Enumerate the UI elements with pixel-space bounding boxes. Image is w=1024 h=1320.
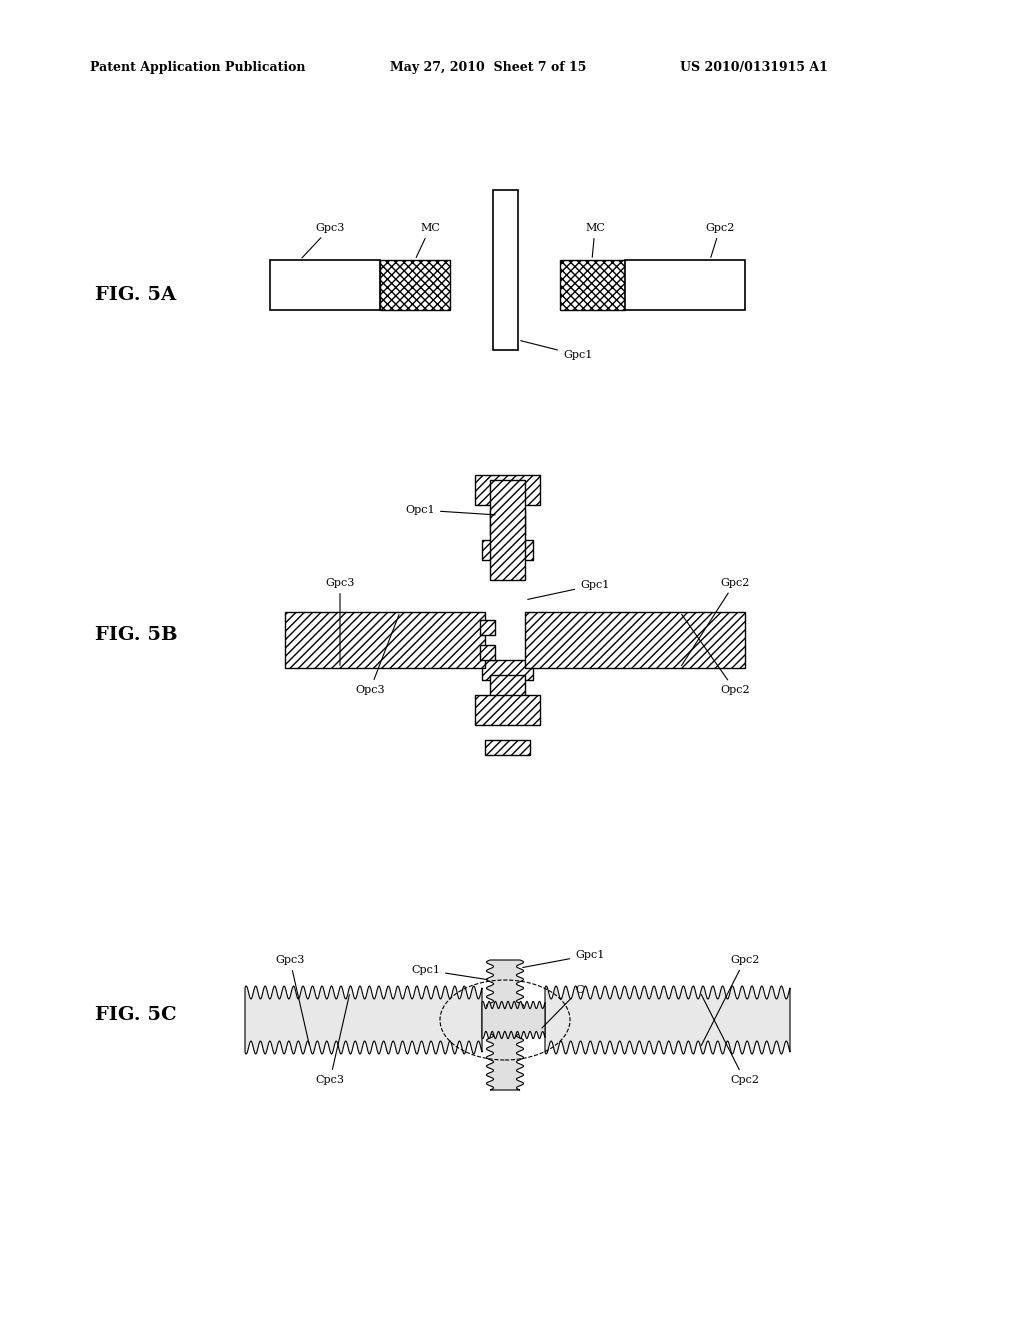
Text: MC: MC bbox=[416, 223, 440, 257]
Bar bbox=[525, 612, 745, 668]
Bar bbox=[480, 620, 495, 635]
Bar bbox=[475, 696, 540, 725]
Text: Gpc1: Gpc1 bbox=[527, 579, 609, 599]
Bar bbox=[490, 510, 525, 535]
Bar bbox=[490, 675, 525, 700]
Text: Gpc3: Gpc3 bbox=[275, 954, 309, 1045]
Text: Opc3: Opc3 bbox=[355, 615, 399, 696]
Text: C: C bbox=[542, 985, 584, 1028]
Bar bbox=[485, 741, 530, 755]
Text: Cpc2: Cpc2 bbox=[701, 994, 759, 1085]
Text: Gpc3: Gpc3 bbox=[326, 578, 354, 665]
Text: Gpc1: Gpc1 bbox=[520, 341, 592, 360]
Bar bbox=[490, 480, 525, 579]
Text: Opc1: Opc1 bbox=[406, 506, 496, 515]
Text: FIG. 5A: FIG. 5A bbox=[95, 286, 176, 304]
Polygon shape bbox=[545, 986, 790, 1055]
Text: Cpc1: Cpc1 bbox=[411, 965, 487, 979]
Bar bbox=[493, 190, 518, 350]
Bar bbox=[285, 612, 485, 668]
Text: Gpc3: Gpc3 bbox=[302, 223, 345, 257]
Text: FIG. 5C: FIG. 5C bbox=[95, 1006, 176, 1024]
Polygon shape bbox=[482, 1002, 545, 1039]
Text: FIG. 5B: FIG. 5B bbox=[95, 626, 177, 644]
Bar bbox=[475, 475, 540, 506]
Polygon shape bbox=[245, 986, 482, 1055]
Text: Cpc3: Cpc3 bbox=[315, 995, 349, 1085]
Text: MC: MC bbox=[585, 223, 605, 257]
Bar bbox=[625, 260, 745, 310]
Text: Opc2: Opc2 bbox=[682, 614, 750, 696]
Bar bbox=[380, 260, 450, 310]
Bar bbox=[480, 645, 495, 660]
Bar bbox=[482, 660, 534, 680]
Text: Gpc1: Gpc1 bbox=[522, 950, 604, 968]
Text: Gpc2: Gpc2 bbox=[706, 223, 734, 257]
Text: Gpc2: Gpc2 bbox=[682, 578, 750, 665]
Polygon shape bbox=[486, 960, 523, 1090]
Text: May 27, 2010  Sheet 7 of 15: May 27, 2010 Sheet 7 of 15 bbox=[390, 62, 587, 74]
Bar bbox=[560, 260, 625, 310]
Bar bbox=[482, 540, 534, 560]
Text: Patent Application Publication: Patent Application Publication bbox=[90, 62, 305, 74]
Bar bbox=[270, 260, 380, 310]
Text: Gpc2: Gpc2 bbox=[701, 954, 760, 1045]
Text: US 2010/0131915 A1: US 2010/0131915 A1 bbox=[680, 62, 827, 74]
